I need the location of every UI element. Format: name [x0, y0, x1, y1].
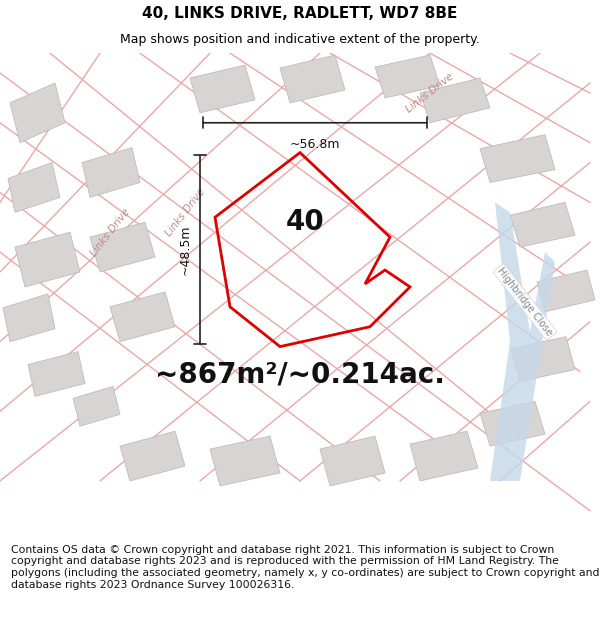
Polygon shape — [28, 352, 85, 396]
Polygon shape — [190, 65, 255, 113]
Polygon shape — [110, 292, 175, 342]
Polygon shape — [480, 135, 555, 182]
Polygon shape — [420, 78, 490, 122]
Polygon shape — [210, 436, 280, 486]
Polygon shape — [3, 294, 55, 342]
Text: Links Drive: Links Drive — [88, 206, 131, 258]
Polygon shape — [410, 431, 478, 481]
Polygon shape — [10, 83, 65, 142]
Polygon shape — [73, 386, 120, 426]
Polygon shape — [15, 232, 80, 287]
Text: Highbridge Close: Highbridge Close — [496, 266, 554, 338]
Polygon shape — [480, 401, 545, 446]
Text: ~48.5m: ~48.5m — [179, 224, 192, 275]
Text: ~56.8m: ~56.8m — [290, 138, 340, 151]
Polygon shape — [280, 55, 345, 103]
Text: Contains OS data © Crown copyright and database right 2021. This information is : Contains OS data © Crown copyright and d… — [11, 545, 599, 589]
Polygon shape — [537, 270, 595, 312]
Text: Links Drive: Links Drive — [163, 187, 206, 238]
Text: Links Drive: Links Drive — [404, 71, 456, 114]
Polygon shape — [82, 148, 140, 198]
Text: 40: 40 — [286, 208, 325, 236]
Polygon shape — [511, 337, 575, 381]
Text: Map shows position and indicative extent of the property.: Map shows position and indicative extent… — [120, 33, 480, 46]
Polygon shape — [90, 222, 155, 272]
Polygon shape — [8, 162, 60, 212]
Polygon shape — [490, 202, 555, 481]
Text: ~867m²/~0.214ac.: ~867m²/~0.214ac. — [155, 361, 445, 389]
Polygon shape — [320, 436, 385, 486]
Polygon shape — [510, 202, 575, 247]
Text: 40, LINKS DRIVE, RADLETT, WD7 8BE: 40, LINKS DRIVE, RADLETT, WD7 8BE — [142, 6, 458, 21]
Polygon shape — [120, 431, 185, 481]
Polygon shape — [375, 55, 440, 98]
